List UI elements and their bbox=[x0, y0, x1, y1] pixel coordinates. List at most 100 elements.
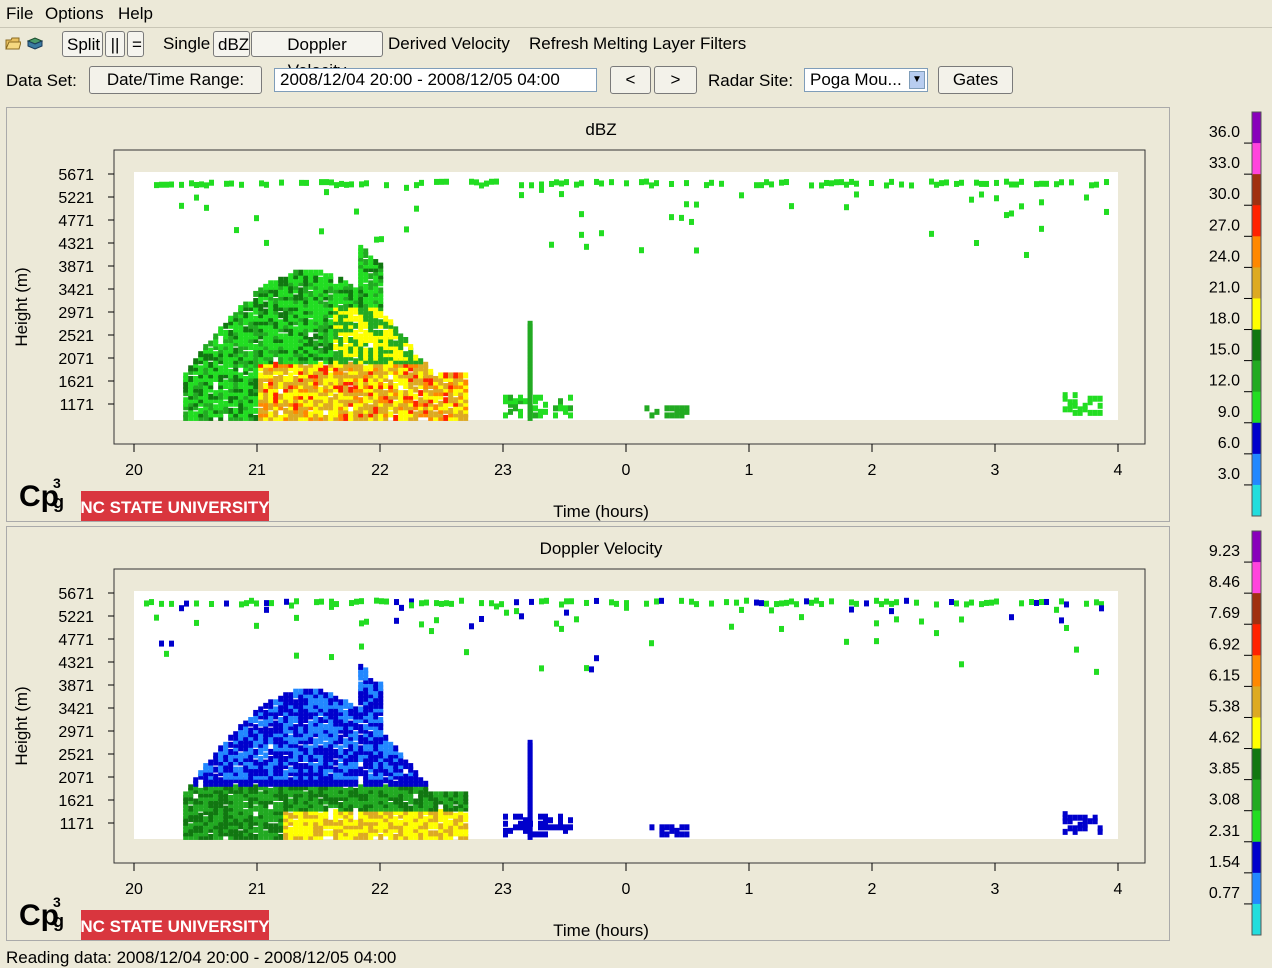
heatmap-cell bbox=[273, 287, 279, 294]
heatmap-cell bbox=[313, 393, 319, 400]
doppler-velocity-button[interactable]: Doppler Velocity bbox=[251, 31, 383, 80]
heatmap-cell bbox=[253, 407, 259, 414]
heatmap-cell bbox=[183, 375, 189, 382]
heatmap-cell bbox=[328, 301, 334, 308]
heatmap-cell bbox=[308, 379, 314, 386]
heatmap-cell bbox=[333, 798, 339, 805]
heatmap-cell bbox=[194, 619, 199, 626]
heatmap-cell bbox=[268, 809, 274, 816]
heatmap-cell bbox=[308, 365, 314, 372]
single-button[interactable]: Single bbox=[163, 34, 211, 53]
heatmap-cell bbox=[248, 365, 254, 372]
heatmap-cell bbox=[413, 386, 419, 393]
dbz-button[interactable]: dBZ bbox=[213, 31, 250, 57]
heatmap-cell bbox=[378, 794, 384, 801]
heatmap-cell bbox=[363, 727, 369, 734]
heatmap-cell bbox=[313, 798, 319, 805]
heatmap-cell bbox=[268, 411, 274, 418]
heatmap-cell bbox=[418, 816, 424, 823]
split-button[interactable]: Split bbox=[62, 31, 103, 57]
heatmap-cell bbox=[328, 777, 334, 784]
heatmap-cell bbox=[333, 727, 339, 734]
heatmap-cell bbox=[363, 692, 369, 699]
heatmap-cell bbox=[319, 228, 324, 235]
heatmap-cell bbox=[363, 319, 369, 326]
heatmap-cell bbox=[273, 802, 279, 809]
heatmap-cell bbox=[398, 759, 404, 766]
stacked-button[interactable]: = bbox=[127, 31, 144, 57]
heatmap-cell bbox=[443, 397, 449, 404]
heatmap-cell bbox=[463, 386, 469, 393]
heatmap-cell bbox=[393, 787, 399, 794]
heatmap-cell bbox=[579, 211, 584, 218]
heatmap-cell bbox=[308, 759, 314, 766]
heatmap-cell bbox=[263, 777, 269, 784]
heatmap-cell bbox=[844, 181, 849, 188]
heatmap-cell bbox=[649, 182, 654, 189]
heatmap-cell bbox=[283, 741, 289, 748]
open-folder-icon[interactable] bbox=[5, 36, 21, 51]
book-icon[interactable] bbox=[27, 36, 43, 51]
heatmap-cell bbox=[408, 784, 414, 791]
derived-velocity-button[interactable]: Derived Velocity bbox=[388, 34, 510, 53]
heatmap-cell bbox=[373, 685, 379, 692]
heatmap-cell bbox=[288, 361, 294, 368]
heatmap-cell bbox=[403, 826, 409, 833]
date-time-range-button[interactable]: Date/Time Range: bbox=[89, 66, 262, 94]
heatmap-cell bbox=[388, 329, 394, 336]
heatmap-cell bbox=[934, 630, 939, 637]
heatmap-cell bbox=[238, 802, 244, 809]
heatmap-cell bbox=[268, 333, 274, 340]
heatmap-cell bbox=[238, 755, 244, 762]
heatmap-cell bbox=[398, 397, 404, 404]
heatmap-cell bbox=[308, 780, 314, 787]
gates-button[interactable]: Gates bbox=[938, 66, 1013, 94]
heatmap-cell bbox=[234, 227, 239, 234]
heatmap-cell bbox=[243, 727, 249, 734]
heatmap-cell bbox=[228, 809, 234, 816]
heatmap-cell bbox=[243, 812, 249, 819]
heatmap-cell bbox=[258, 361, 264, 368]
heatmap-cell bbox=[368, 809, 374, 816]
date-time-range-field[interactable]: 2008/12/04 20:00 - 2008/12/05 04:00 bbox=[274, 68, 597, 92]
heatmap-cell bbox=[373, 290, 379, 297]
radar-site-select[interactable]: Poga Mou... ▼ bbox=[804, 68, 928, 92]
heatmap-cell bbox=[333, 816, 339, 823]
heatmap-cell bbox=[1092, 409, 1098, 416]
heatmap-cell bbox=[323, 731, 329, 738]
menu-help[interactable]: Help bbox=[118, 4, 153, 23]
side-by-side-button[interactable]: || bbox=[105, 31, 125, 57]
heatmap-cell bbox=[248, 386, 254, 393]
chevron-down-icon[interactable]: ▼ bbox=[909, 71, 925, 89]
heatmap-cell bbox=[363, 322, 369, 329]
heatmap-cell bbox=[298, 706, 304, 713]
heatmap-cell bbox=[433, 791, 439, 798]
heatmap-cell bbox=[433, 393, 439, 400]
heatmap-cell bbox=[784, 179, 789, 186]
heatmap-cell bbox=[228, 826, 234, 833]
heatmap-cell bbox=[298, 816, 304, 823]
heatmap-cell bbox=[363, 290, 369, 297]
next-button[interactable]: > bbox=[654, 66, 697, 94]
heatmap-cell bbox=[433, 819, 439, 826]
heatmap-cell bbox=[213, 336, 219, 343]
heatmap-cell bbox=[308, 688, 314, 695]
melting-layer-button[interactable]: Melting Layer bbox=[593, 34, 696, 53]
menu-options[interactable]: Options bbox=[45, 4, 104, 23]
filters-button[interactable]: Filters bbox=[700, 34, 747, 53]
refresh-button[interactable]: Refresh bbox=[529, 34, 589, 53]
heatmap-cell bbox=[423, 375, 429, 382]
heatmap-cell bbox=[323, 322, 329, 329]
heatmap-cell bbox=[418, 798, 424, 805]
heatmap-cell bbox=[383, 336, 389, 343]
heatmap-cell bbox=[253, 290, 259, 297]
heatmap-cell bbox=[358, 365, 364, 372]
heatmap-cell bbox=[453, 830, 459, 837]
heatmap-cell bbox=[353, 397, 359, 404]
heatmap-cell bbox=[704, 182, 709, 189]
heatmap-cell bbox=[373, 695, 379, 702]
heatmap-cell bbox=[248, 784, 254, 791]
previous-button[interactable]: < bbox=[610, 66, 651, 94]
heatmap-cell bbox=[198, 791, 204, 798]
menu-file[interactable]: File bbox=[6, 4, 34, 23]
